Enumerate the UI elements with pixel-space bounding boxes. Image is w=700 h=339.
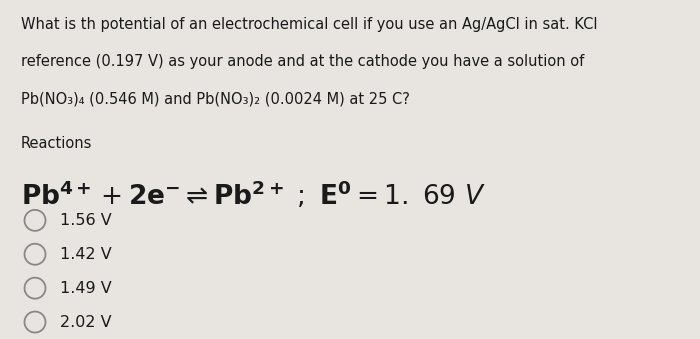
Text: reference (0.197 V) as your anode and at the cathode you have a solution of: reference (0.197 V) as your anode and at… — [21, 54, 584, 69]
Text: 2.02 V: 2.02 V — [60, 315, 111, 330]
Text: $\mathbf{Pb}^{\mathbf{4+}} + \mathbf{2e}^{\mathbf{-}} \rightleftharpoons \mathbf: $\mathbf{Pb}^{\mathbf{4+}} + \mathbf{2e}… — [21, 180, 486, 211]
Text: 1.49 V: 1.49 V — [60, 281, 111, 296]
Text: Pb(NO₃)₄ (0.546 M) and Pb(NO₃)₂ (0.0024 M) at 25 C?: Pb(NO₃)₄ (0.546 M) and Pb(NO₃)₂ (0.0024 … — [21, 92, 410, 106]
Text: What is th potential of an electrochemical cell if you use an Ag/AgCl in sat. KC: What is th potential of an electrochemic… — [21, 17, 598, 32]
Text: 1.56 V: 1.56 V — [60, 213, 111, 228]
Text: 1.42 V: 1.42 V — [60, 247, 111, 262]
Text: Reactions: Reactions — [21, 136, 92, 151]
